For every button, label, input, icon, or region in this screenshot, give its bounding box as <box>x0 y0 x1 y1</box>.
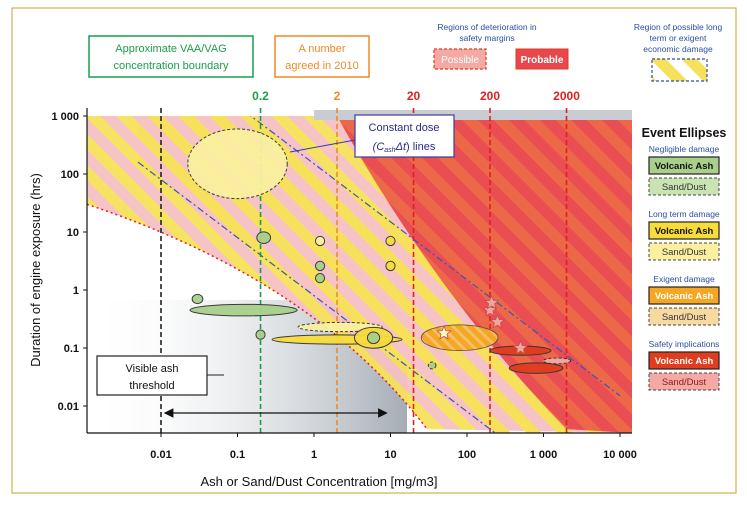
longterm-swatch <box>651 58 708 82</box>
legend-sand-label-3: Sand/Dust <box>662 377 707 388</box>
probable-label: Probable <box>521 55 564 66</box>
event-ellipse-1 <box>256 231 272 244</box>
legend-volcanic-label-0: Volcanic Ash <box>655 161 714 172</box>
event-ellipse-17 <box>427 361 437 370</box>
legend-volcanic-swatch-0 <box>648 156 720 175</box>
dose-annotation-line1: Constant dose <box>369 122 440 134</box>
legend-sand-swatch-2 <box>648 307 720 326</box>
vline-label-5: 2000 <box>553 89 580 103</box>
legend-title: Event Ellipses <box>642 126 727 140</box>
agreed-annotation-box <box>274 35 370 78</box>
event-ellipse-16 <box>508 362 564 374</box>
event-ellipse-13 <box>366 331 381 345</box>
vaa-annotation-line2: concentration boundary <box>114 60 229 72</box>
x-axis-label: Ash or Sand/Dust Concentration [mg/m3] <box>200 474 437 489</box>
vaa-annotation-line1: Approximate VAA/VAG <box>115 43 226 55</box>
longterm-title-line3: economic damage <box>643 44 713 54</box>
legend-sand-swatch-0 <box>648 177 720 196</box>
y-tick-label-5: 1 000 <box>51 111 79 123</box>
event-ellipse-6 <box>385 260 396 272</box>
vlines-layer: 0.2 2 20 200 2000 <box>160 89 580 433</box>
possible-swatch <box>433 48 487 70</box>
y-tick-label-3: 10 <box>67 227 79 239</box>
stars-layer <box>436 294 529 355</box>
exigent-hatch <box>421 325 498 351</box>
agreed-annotation-line1: A number <box>298 43 345 55</box>
legend-group-label-2: Exigent damage <box>653 274 715 284</box>
longterm-title-line2: term or exigent <box>650 33 707 43</box>
event-star-0 <box>436 325 452 340</box>
dose-annotation-pointer <box>289 139 356 153</box>
top-strip <box>314 110 632 120</box>
axes-layer: 0.01 0.1 1 10 100 1 000 10 000 0.01 0.1 1 10 100 1 0… <box>51 108 637 461</box>
event-star-2 <box>489 314 506 329</box>
visible-ash-line1: Visible ash <box>126 363 179 375</box>
legend-volcanic-label-3: Volcanic Ash <box>655 356 714 367</box>
legend-sand-label-2: Sand/Dust <box>662 312 707 323</box>
x-tick-label-1: 0.1 <box>230 449 245 461</box>
legend-volcanic-swatch-3 <box>648 351 720 370</box>
event-ellipse-8 <box>189 303 298 317</box>
x-tick-label-0: 0.01 <box>150 449 171 461</box>
x-tick-label-2: 1 <box>311 449 317 461</box>
possible-boundary <box>87 203 428 430</box>
legend-group-label-1: Long term damage <box>648 209 720 219</box>
event-ellipse-3 <box>314 260 326 272</box>
regions-title-line1: Regions of deterioration in <box>437 22 537 32</box>
dose-line-1 <box>249 116 621 397</box>
agreed-annotation-line2: agreed in 2010 <box>285 60 358 72</box>
legend-sand-swatch-3 <box>648 372 720 391</box>
legend-group-label-3: Safety implications <box>649 339 720 349</box>
vline-label-3: 20 <box>407 89 421 103</box>
regions-title-line2: safety margins <box>459 33 514 43</box>
vaa-annotation-box <box>88 35 254 78</box>
legend-volcanic-label-1: Volcanic Ash <box>655 226 714 237</box>
event-star-4 <box>483 294 500 310</box>
x-tick-label-6: 10 000 <box>603 449 637 461</box>
x-tick-label-4: 100 <box>458 449 476 461</box>
legend-volcanic-swatch-2 <box>648 286 720 305</box>
x-tick-label-5: 1 000 <box>530 449 558 461</box>
event-ellipse-7 <box>191 293 204 305</box>
event-ellipse-2 <box>314 235 326 247</box>
legend-volcanic-swatch-1 <box>648 221 720 240</box>
event-ellipse-0 <box>187 128 288 200</box>
x-tick-label-3: 10 <box>384 449 396 461</box>
vline-label-2: 2 <box>334 89 341 103</box>
event-ellipse-18 <box>542 357 572 365</box>
legend-sand-label-1: Sand/Dust <box>662 247 707 258</box>
vline-label-4: 200 <box>480 89 500 103</box>
probable-hatch <box>337 116 632 433</box>
longterm-title-line1: Region of possible long <box>634 22 723 32</box>
legend-group-label-0: Negligible damage <box>649 144 720 154</box>
event-ellipse-5 <box>385 235 396 247</box>
possible-label: Possible <box>441 55 479 66</box>
event-ellipse-4 <box>314 273 326 284</box>
vline-label-1: 0.2 <box>252 89 269 103</box>
legend-sand-label-0: Sand/Dust <box>662 182 707 193</box>
y-tick-label-4: 100 <box>61 169 79 181</box>
y-axis-label: Duration of engine exposure (hrs) <box>28 173 43 367</box>
dose-annotation-box <box>354 114 455 158</box>
event-star-3 <box>512 339 529 355</box>
probable-swatch <box>515 48 569 70</box>
y-tick-label-2: 1 <box>73 285 79 297</box>
y-tick-label-0: 0.01 <box>58 401 79 413</box>
y-tick-label-1: 0.1 <box>64 343 79 355</box>
legend-sand-swatch-1 <box>648 242 720 261</box>
legend: Event Ellipses Negligible damage Volcanic … <box>632 120 732 410</box>
dose-annotation-line2: (CashΔt) lines <box>373 141 436 154</box>
visible-ash-line2: threshold <box>129 380 174 392</box>
legend-volcanic-label-2: Volcanic Ash <box>655 291 714 302</box>
event-ellipse-10 <box>255 329 266 340</box>
